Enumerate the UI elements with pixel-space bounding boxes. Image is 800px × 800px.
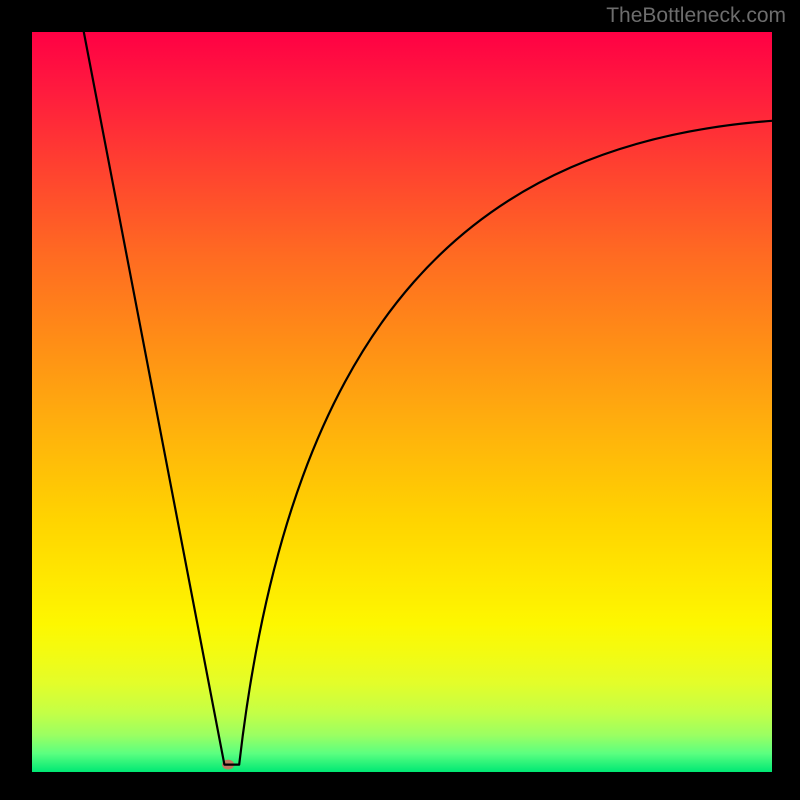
plot-background [32,32,772,772]
chart-stage: TheBottleneck.com [0,0,800,800]
watermark-text: TheBottleneck.com [606,4,786,28]
bottleneck-chart-svg [0,0,800,800]
